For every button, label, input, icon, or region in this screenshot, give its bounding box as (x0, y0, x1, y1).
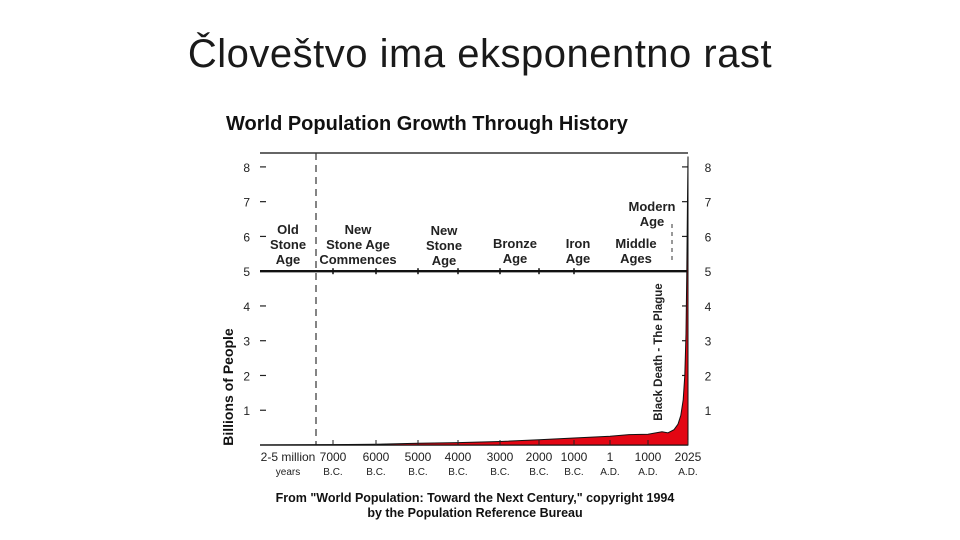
x-tick-label-line1: 6000 (363, 450, 390, 464)
era-label: Old (277, 222, 299, 237)
era-label: Ages (620, 251, 652, 266)
y-tick-label-left: 8 (243, 161, 250, 175)
era-label: Age (503, 251, 528, 266)
y-tick-label-left: 4 (243, 300, 250, 314)
y-tick-label-left: 5 (243, 265, 250, 279)
x-tick-label-line2: years (276, 467, 300, 478)
black-death-annotation: Black Death - The Plague (653, 283, 665, 420)
x-tick-label-line1: 1000 (561, 450, 588, 464)
x-tick-label-line2: A.D. (600, 467, 619, 478)
x-tick-label-line1: 1000 (635, 450, 662, 464)
slide-title: Človeštvo ima eksponentno rast (187, 32, 773, 76)
y-tick-label-left: 1 (243, 404, 250, 418)
era-label: Commences (319, 252, 396, 267)
era-label: Stone (270, 237, 306, 252)
y-axis-label: Billions of People (220, 328, 236, 446)
y-tick-label-right: 5 (705, 265, 712, 279)
y-tick-label-left: 6 (243, 230, 250, 244)
era-label: New (345, 222, 373, 237)
y-tick-label-right: 4 (705, 300, 712, 314)
era-label: New (431, 223, 459, 238)
y-tick-label-right: 3 (705, 335, 712, 349)
x-tick-label-line1: 3000 (487, 450, 514, 464)
y-tick-label-right: 2 (705, 369, 712, 383)
chart-title: World Population Growth Through History (226, 113, 629, 135)
source-line-2: by the Population Reference Bureau (367, 506, 582, 520)
y-tick-label-left: 2 (243, 369, 250, 383)
x-tick-label-line2: A.D. (678, 467, 697, 478)
x-tick-label-line2: B.C. (408, 467, 427, 478)
x-tick-label-line1: 4000 (445, 450, 472, 464)
era-label: Stone (426, 238, 462, 253)
era-label: Age (640, 214, 665, 229)
x-tick-label-line1: 2025 (675, 450, 702, 464)
y-tick-label-right: 1 (705, 404, 712, 418)
x-tick-label-line2: B.C. (564, 467, 583, 478)
x-tick-label-line1: 7000 (320, 450, 347, 464)
x-tick-label-line2: B.C. (323, 467, 342, 478)
era-label: Modern (629, 199, 676, 214)
era-label: Middle (615, 236, 656, 251)
y-tick-label-right: 8 (705, 161, 712, 175)
era-label: Age (432, 253, 457, 268)
x-tick-label-line2: A.D. (638, 467, 657, 478)
x-tick-label-line2: B.C. (366, 467, 385, 478)
era-label: Iron (566, 236, 591, 251)
x-tick-label-line1: 2000 (526, 450, 553, 464)
population-area (259, 156, 689, 446)
era-label: Age (276, 252, 301, 267)
x-tick-label-line1: 5000 (405, 450, 432, 464)
source-line-1: From "World Population: Toward the Next … (276, 491, 675, 505)
era-label: Bronze (493, 236, 537, 251)
x-tick-label-line1: 1 (607, 450, 614, 464)
x-tick-label-line2: B.C. (529, 467, 548, 478)
chart-svg: World Population Growth Through History … (220, 113, 712, 520)
era-label: Age (566, 251, 591, 266)
x-tick-label-line1: 2-5 million (261, 450, 316, 464)
era-label: Stone Age (326, 237, 390, 252)
y-tick-label-left: 7 (243, 196, 250, 210)
x-tick-label-line2: B.C. (448, 467, 467, 478)
x-tick-label-line2: B.C. (490, 467, 509, 478)
y-tick-label-right: 7 (705, 196, 712, 210)
population-chart: World Population Growth Through History … (210, 104, 740, 534)
y-tick-label-left: 3 (243, 335, 250, 349)
y-tick-label-right: 6 (705, 230, 712, 244)
